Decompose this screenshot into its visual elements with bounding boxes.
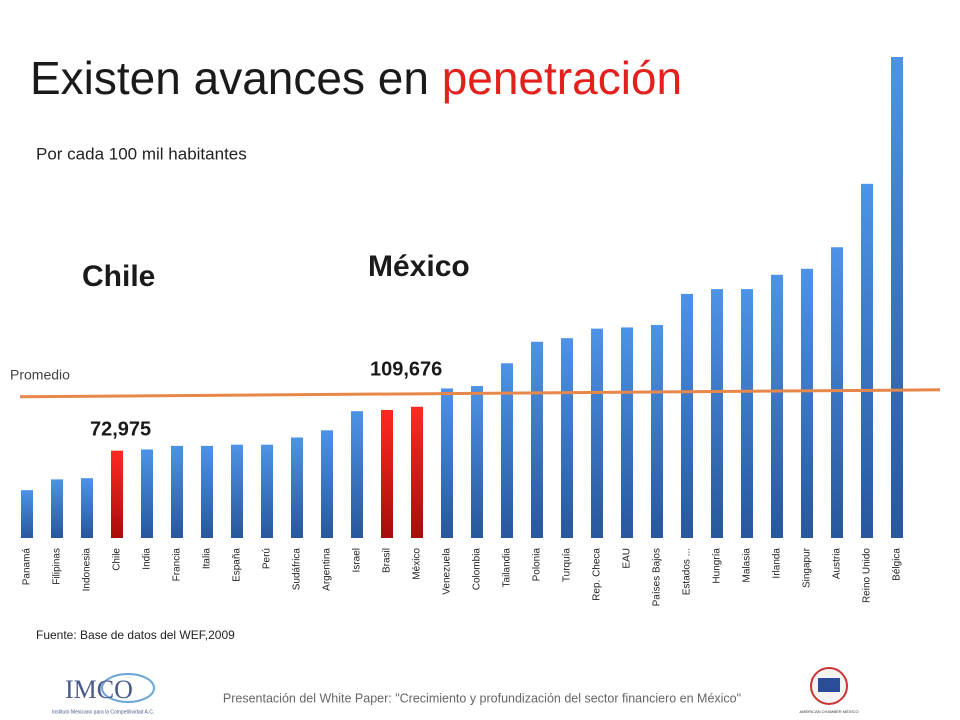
right-logo: AMERICAN CHAMBER MÉXICO (799, 667, 859, 714)
bar (531, 341, 543, 538)
value-label: 109,676 (370, 358, 442, 380)
x-tick-label: México (412, 548, 423, 580)
annotation: Chile (82, 260, 155, 293)
bar (111, 450, 123, 538)
x-tick-label: India (142, 548, 153, 570)
bar (651, 325, 663, 538)
average-label: Promedio (10, 367, 70, 383)
logo-text: AMERICAN CHAMBER MÉXICO (799, 709, 858, 714)
source: Fuente: Base de datos del WEF,2009 (36, 628, 235, 642)
x-tick-label: Panamá (22, 548, 33, 586)
bar (291, 437, 303, 538)
bar (261, 444, 273, 538)
x-tick-label: Perú (262, 548, 273, 569)
x-tick-label: Indonesia (82, 548, 93, 592)
x-tick-label: Brasil (382, 548, 393, 573)
bar (771, 274, 783, 538)
average-line (19, 388, 941, 399)
bar (231, 444, 243, 538)
x-tick-label: Polonia (532, 548, 543, 582)
x-tick-label: Rep. Checa (592, 548, 603, 601)
x-tick-label: Argentina (322, 548, 333, 591)
title: Existen avances en penetración (30, 52, 682, 104)
bar (141, 449, 153, 538)
x-tick-label: Chile (112, 548, 123, 571)
x-tick-label: Venezuela (442, 548, 453, 595)
x-tick-label: Singapur (802, 547, 813, 588)
bar (621, 327, 633, 538)
bar (561, 338, 573, 538)
x-tick-label: Austria (832, 548, 843, 580)
x-tick-label: Turquía (562, 548, 573, 583)
x-tick-label: Israel (352, 548, 363, 572)
bar (321, 430, 333, 538)
title-part: Existen avances en (30, 52, 442, 104)
x-tick-label: EAU (622, 548, 633, 569)
bar (81, 478, 93, 538)
x-tick-label: España (232, 548, 243, 582)
bar (171, 445, 183, 538)
bar (831, 247, 843, 538)
x-tick-label: Francia (172, 548, 183, 582)
title-part: penetración (442, 52, 682, 104)
x-tick-label: Sudáfrica (292, 548, 303, 591)
x-tick-label: Hungría (712, 548, 723, 584)
bar (351, 411, 363, 538)
bar (21, 490, 33, 538)
x-tick-label: Reino Unido (862, 548, 873, 603)
x-tick-label: Malasia (742, 548, 753, 583)
bar (801, 268, 813, 538)
bar (861, 183, 873, 538)
x-tick-label: Colombia (472, 548, 483, 591)
left-logo: IMCO Instituto Mexicano para la Competit… (52, 673, 155, 715)
bar (381, 409, 393, 538)
footer-text: Presentación del White Paper: "Crecimien… (223, 691, 741, 705)
bar (51, 479, 63, 538)
bar (681, 293, 693, 538)
x-tick-label: Tailandia (502, 548, 513, 588)
bar (471, 386, 483, 538)
logo-tagline: Instituto Mexicano para la Competitivida… (52, 709, 154, 715)
bar (201, 445, 213, 538)
x-tick-label: Países Bajos (652, 548, 663, 606)
subtitle: Por cada 100 mil habitantes (36, 144, 247, 163)
x-tick-label: Estados ... (682, 548, 693, 595)
logo-swoosh (101, 673, 155, 703)
bar (501, 363, 513, 538)
value-label: 72,975 (90, 418, 151, 440)
bar (891, 57, 903, 538)
x-tick-label: Italia (202, 548, 213, 570)
bar (741, 289, 753, 538)
bar (591, 328, 603, 538)
x-tick-label: Bélgica (892, 548, 903, 581)
bar (441, 388, 453, 538)
x-tick-label: Filipinas (52, 548, 63, 585)
annotation: México (368, 250, 470, 283)
bar (411, 406, 423, 538)
x-tick-label: Irlanda (772, 548, 783, 579)
logo-text: IMCO (65, 675, 133, 704)
logo-flag (818, 678, 840, 692)
bar (711, 289, 723, 538)
